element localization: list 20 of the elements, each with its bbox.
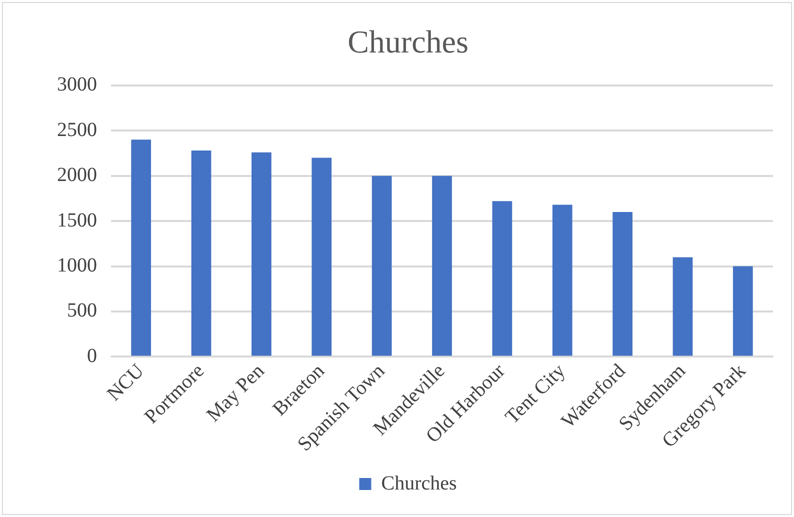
y-tick-label: 1500: [57, 209, 97, 232]
bar: [312, 158, 332, 356]
bar: [191, 150, 212, 356]
bar: [492, 201, 512, 356]
bar: [432, 176, 452, 356]
legend-label: Churches: [381, 472, 457, 494]
bar: [252, 152, 272, 356]
y-tick-label: 2000: [57, 164, 97, 186]
y-tick-label: 3000: [57, 74, 97, 96]
y-tick-label: 1000: [57, 254, 97, 277]
bar: [612, 212, 632, 356]
y-tick-label: 0: [87, 344, 97, 367]
bar: [372, 176, 392, 356]
chart-title: Churches: [348, 24, 468, 60]
bar: [732, 266, 753, 356]
y-tick-label: 2500: [57, 118, 97, 141]
y-tick-label: 500: [67, 300, 97, 322]
bar: [131, 140, 152, 356]
bar: [552, 204, 572, 356]
bar: [672, 257, 693, 356]
